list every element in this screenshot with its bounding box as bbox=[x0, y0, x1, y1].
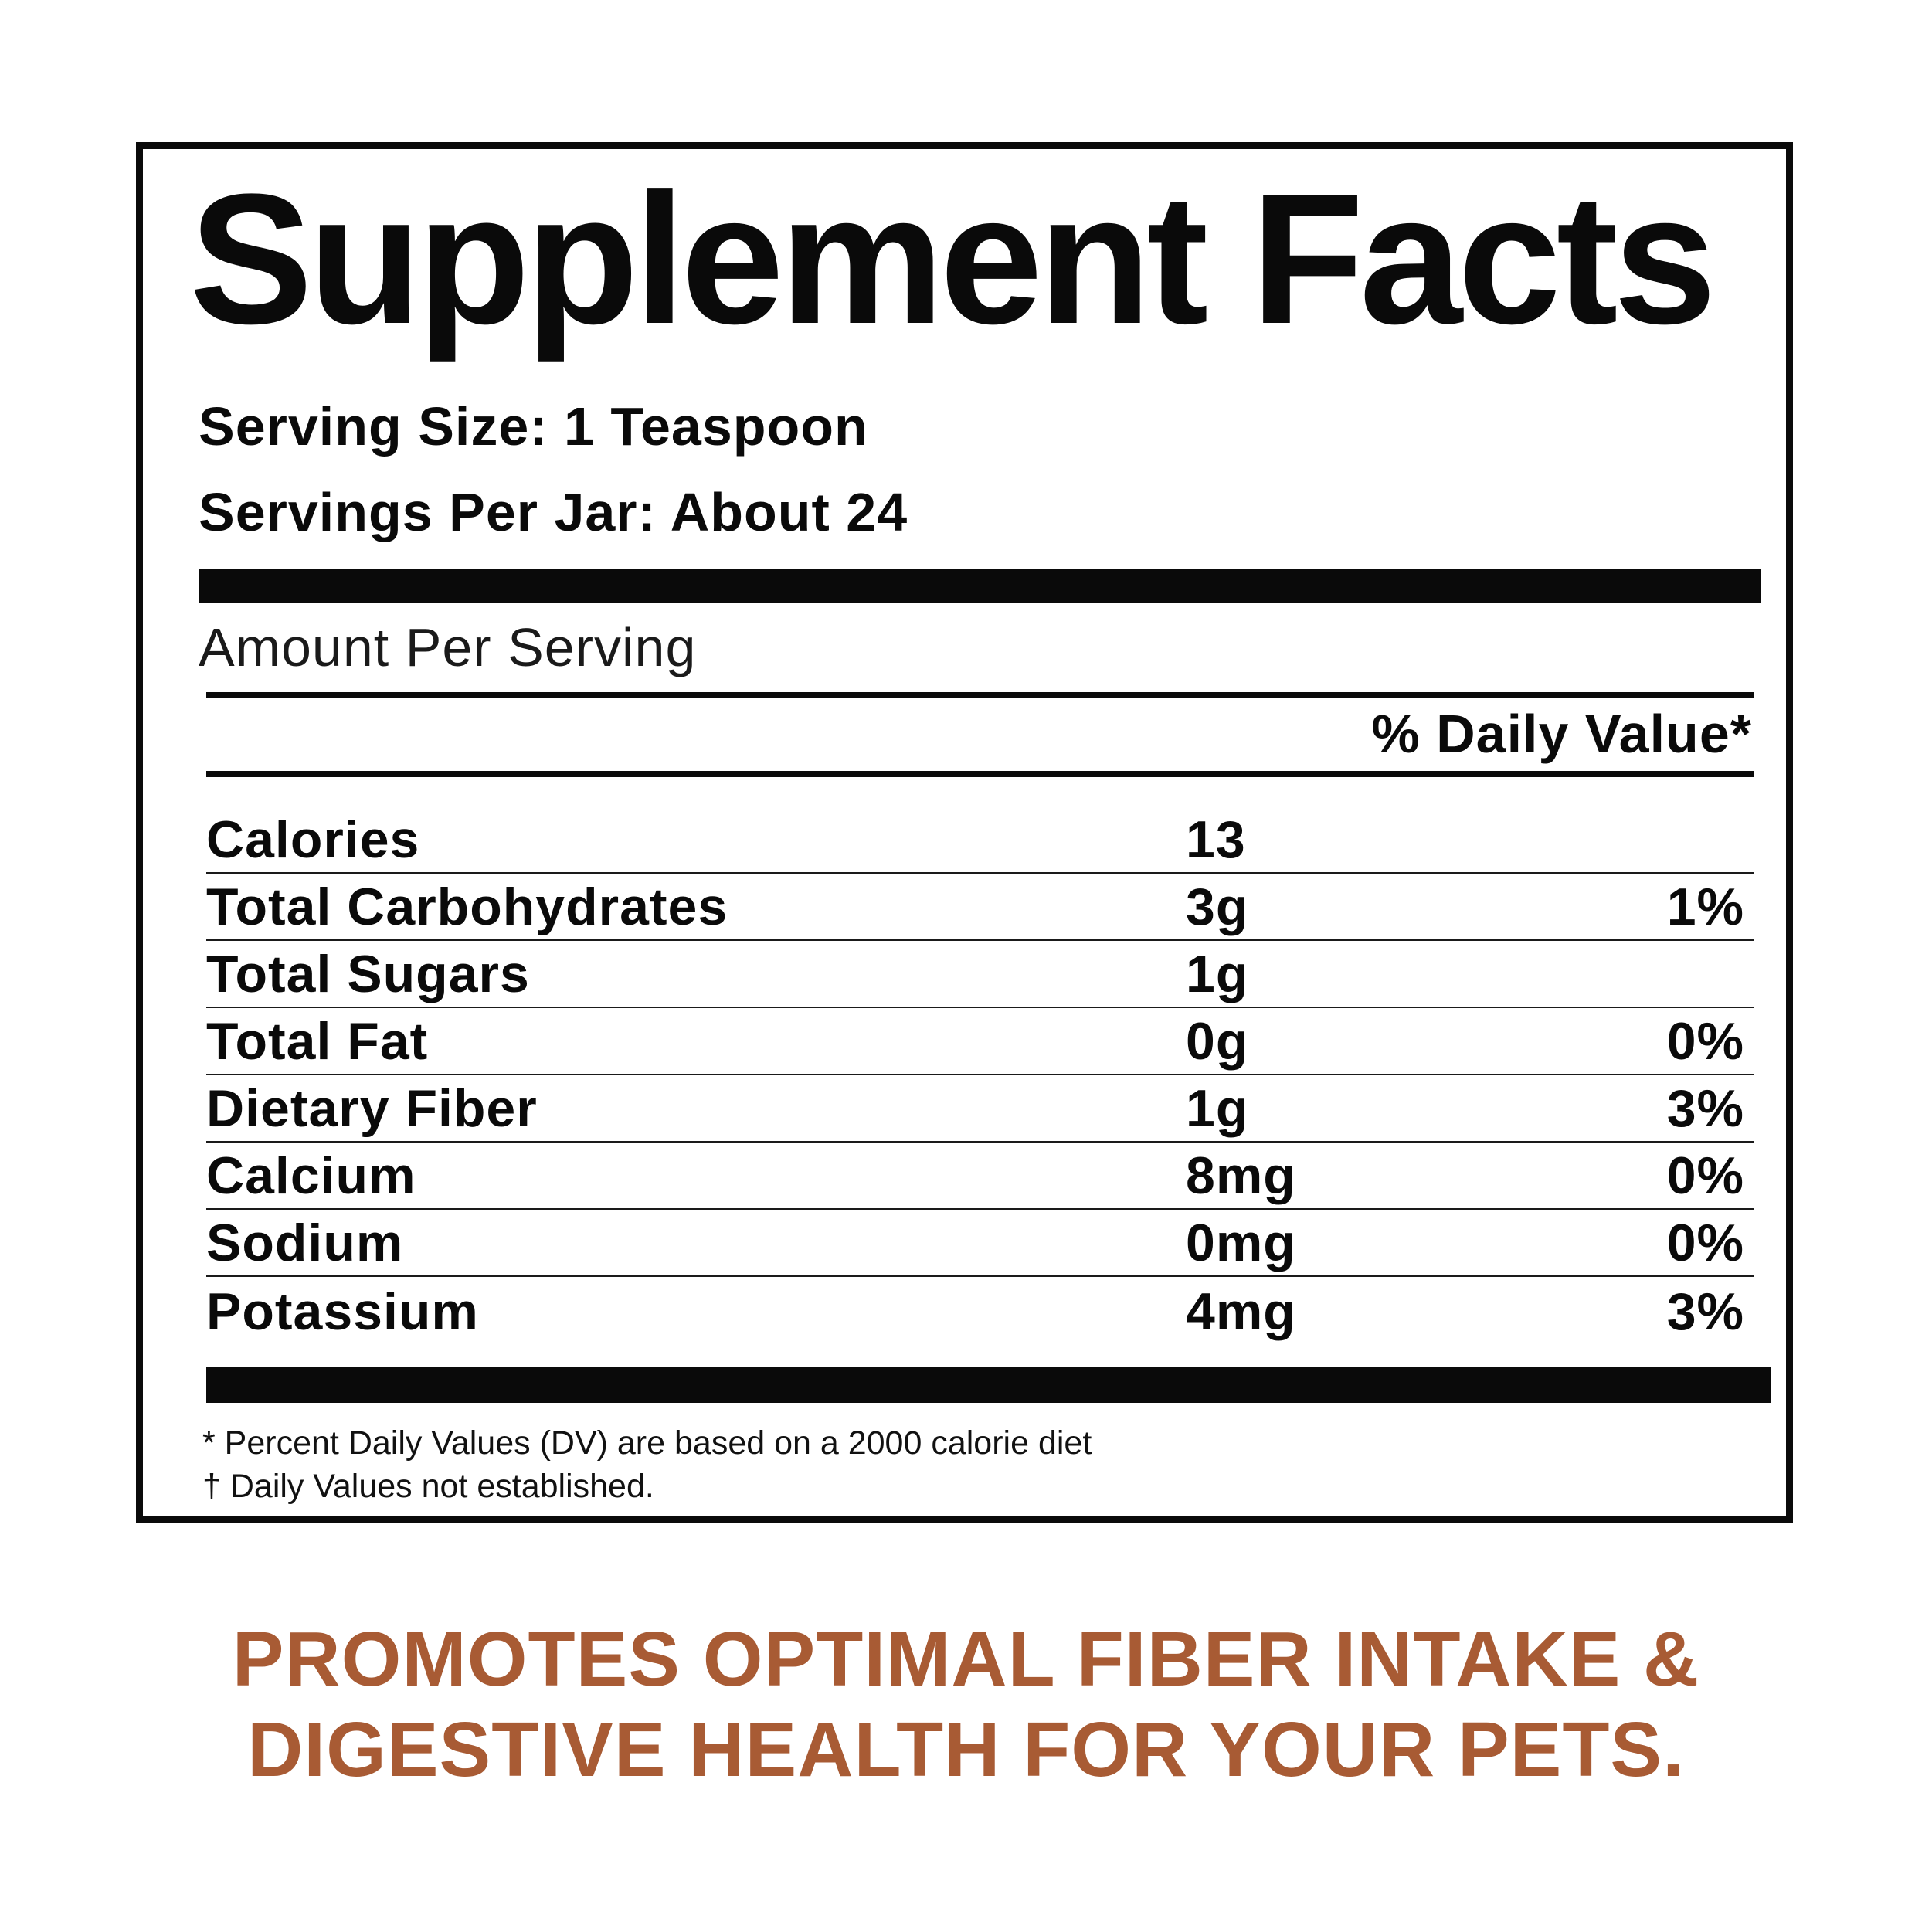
nutrient-row-calcium: Calcium 8mg 0% bbox=[206, 1143, 1754, 1210]
nutrient-amount: 8mg bbox=[1186, 1146, 1296, 1205]
nutrient-amount: 13 bbox=[1186, 810, 1246, 869]
nutrient-name: Calories bbox=[206, 810, 420, 869]
amount-per-serving-label: Amount Per Serving bbox=[199, 617, 697, 677]
nutrient-name: Total Fat bbox=[206, 1012, 429, 1071]
daily-value-header: % Daily Value* bbox=[1371, 704, 1752, 764]
supplement-facts-panel bbox=[136, 142, 1793, 1523]
nutrient-name: Sodium bbox=[206, 1214, 404, 1272]
nutrient-amount: 1g bbox=[1186, 945, 1249, 1003]
promo-headline-line-1: PROMOTES OPTIMAL FIBER INTAKE & bbox=[232, 1616, 1700, 1703]
nutrient-daily-value: 3% bbox=[1666, 1079, 1744, 1138]
thick-divider-top bbox=[199, 569, 1761, 603]
footnote-daily-values: * Percent Daily Values (DV) are based on… bbox=[202, 1424, 1092, 1462]
nutrient-name: Potassium bbox=[206, 1282, 479, 1341]
nutrient-row-calories: Calories 13 bbox=[206, 806, 1754, 874]
thick-divider-bottom bbox=[206, 1367, 1771, 1403]
nutrient-row-total-carbohydrates: Total Carbohydrates 3g 1% bbox=[206, 874, 1754, 941]
nutrient-row-potassium: Potassium 4mg 3% bbox=[206, 1277, 1754, 1344]
nutrient-amount: 3g bbox=[1186, 878, 1249, 936]
nutrient-amount: 0g bbox=[1186, 1012, 1249, 1071]
promo-headline-line-2: DIGESTIVE HEALTH FOR YOUR PETS. bbox=[247, 1706, 1685, 1793]
nutrient-row-sodium: Sodium 0mg 0% bbox=[206, 1210, 1754, 1277]
nutrient-name: Calcium bbox=[206, 1146, 416, 1205]
nutrient-row-total-fat: Total Fat 0g 0% bbox=[206, 1008, 1754, 1075]
footnote-not-established: † Daily Values not established. bbox=[202, 1468, 654, 1505]
nutrient-row-total-sugars: Total Sugars 1g bbox=[206, 941, 1754, 1008]
nutrient-amount: 4mg bbox=[1186, 1282, 1296, 1341]
nutrient-daily-value: 3% bbox=[1666, 1282, 1744, 1341]
nutrient-name: Total Sugars bbox=[206, 945, 530, 1003]
nutrient-daily-value: 0% bbox=[1666, 1214, 1744, 1272]
nutrient-daily-value: 0% bbox=[1666, 1012, 1744, 1071]
label-title: Supplement Facts bbox=[189, 155, 1716, 362]
serving-size: Serving Size: 1 Teaspoon bbox=[199, 396, 868, 457]
nutrient-daily-value: 1% bbox=[1666, 878, 1744, 936]
nutrient-row-dietary-fiber: Dietary Fiber 1g 3% bbox=[206, 1075, 1754, 1143]
divider-medium-2 bbox=[206, 771, 1754, 777]
nutrient-daily-value: 0% bbox=[1666, 1146, 1744, 1205]
nutrient-amount: 0mg bbox=[1186, 1214, 1296, 1272]
nutrient-name: Total Carbohydrates bbox=[206, 878, 728, 936]
nutrient-table: Calories 13 Total Carbohydrates 3g 1% To… bbox=[206, 806, 1754, 1344]
nutrient-name: Dietary Fiber bbox=[206, 1079, 538, 1138]
servings-per-container: Servings Per Jar: About 24 bbox=[199, 482, 908, 542]
divider-medium-1 bbox=[206, 692, 1754, 698]
nutrient-amount: 1g bbox=[1186, 1079, 1249, 1138]
